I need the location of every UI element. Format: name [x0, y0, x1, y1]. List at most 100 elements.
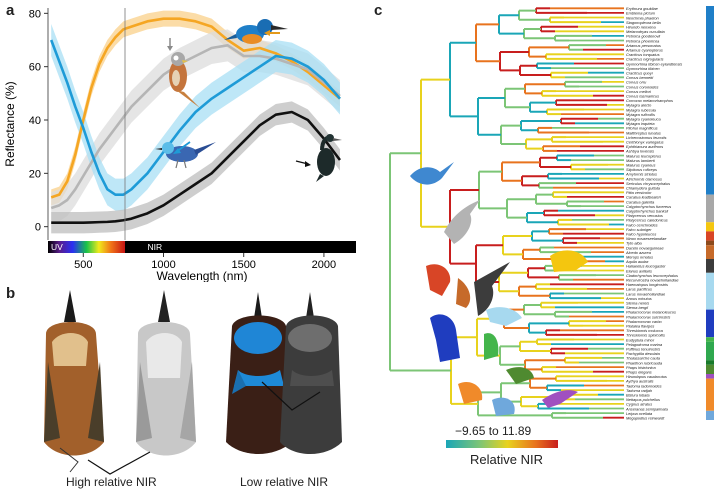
- species-label: Sterna nereis: [626, 301, 649, 306]
- species-label: Erythrura gouldiae: [626, 6, 659, 11]
- species-label: Anous minutus: [625, 296, 652, 301]
- species-label: Phalacrocorax sulcirostris: [626, 314, 670, 319]
- species-label: Chlamydera guttata: [626, 186, 661, 191]
- fairywren-line: [49, 39, 341, 196]
- y-tick-label: 60: [29, 62, 41, 74]
- colorbar: [446, 440, 558, 448]
- species-label: Dacelo novaeguineae: [626, 245, 664, 250]
- species-label: Gymnorhina tibicen eylandtensis: [626, 61, 682, 66]
- fairywren-nir-photo: [280, 292, 342, 454]
- species-label: Calyptorhynchus funereus: [626, 204, 671, 209]
- dove-silhouette: [506, 367, 534, 384]
- clade-bar: [706, 341, 714, 361]
- species-label: Malurus lamberti: [626, 158, 655, 163]
- megapode-silhouette: [492, 397, 515, 416]
- species-label: Artamus cyanopterus: [625, 48, 663, 53]
- clade-bar: [706, 222, 714, 232]
- species-label: Cladorhynchus leucocephalus: [626, 273, 678, 278]
- x-tick-label: 1000: [151, 259, 175, 271]
- species-label: Phalacrocorax carbo: [626, 319, 663, 324]
- species-label: Hirundo neoxena: [626, 25, 656, 30]
- clade-bar: [706, 360, 714, 365]
- kingfisher-photo-arrows: [87, 451, 151, 475]
- species-label: Nettapus pulchellus: [626, 397, 660, 402]
- species-label: Pitohui magnificus: [626, 126, 658, 131]
- kingfisher-visible-photo: [44, 290, 104, 473]
- species-label: Megapodius reinwardt: [626, 416, 665, 421]
- y-tick-label: 0: [35, 222, 41, 234]
- species-label: Aquila audax: [625, 259, 650, 264]
- kestrel-line: [50, 44, 341, 210]
- species-label: Myiagra cyanoleuca: [626, 117, 661, 122]
- species-label: Cracticus quoyi: [626, 71, 653, 76]
- clade-bar: [706, 231, 714, 241]
- species-label: Cracticus torquatus: [626, 52, 660, 57]
- species-label: Leipoa ocellata: [626, 411, 653, 416]
- clade-bar: [706, 245, 714, 259]
- low-nir-caption: Low relative NIR: [240, 475, 329, 489]
- x-tick-label: 1500: [231, 259, 255, 271]
- species-label: Thalassarche cauta: [626, 356, 661, 361]
- species-label: Amytornis striatus: [625, 172, 657, 177]
- species-label: Falco subniger: [626, 227, 652, 232]
- kingfisher-silhouette: [456, 278, 471, 308]
- fairywren-arrowhead: [173, 148, 181, 154]
- species-label: Lichenostomus leucotis: [626, 135, 666, 140]
- clade-bar: [706, 337, 714, 342]
- clade-bar: [706, 309, 714, 338]
- visible-spectrum-bar: [48, 241, 125, 253]
- species-label: Phalacrocorax melanoleucos: [626, 310, 676, 315]
- species-label: Stipiturus ruficeps: [626, 167, 657, 172]
- species-label: Ninox novaeseelandiae: [626, 236, 667, 241]
- species-label: Ephthianura aurifrons: [626, 144, 663, 149]
- panel-letter-b: b: [6, 285, 16, 302]
- species-label: Cracticus nigrogularis: [626, 57, 663, 62]
- clade-bar: [706, 374, 714, 379]
- species-label: Tadorna tadornoides: [626, 383, 662, 388]
- high-nir-caption: High relative NIR: [66, 475, 157, 489]
- species-label: Threskiornis molucca: [626, 328, 664, 333]
- species-label: Petroica phoenicea: [626, 38, 660, 43]
- clade-bar: [706, 410, 714, 420]
- species-label: Pelagodroma marina: [626, 342, 663, 347]
- species-label: Falco cenchroides: [626, 222, 658, 227]
- kestrel-arrowhead: [167, 46, 173, 51]
- kingfisher-nir-photo: [136, 290, 196, 456]
- species-label: Biziura lobata: [626, 393, 650, 398]
- species-label: Corvus bennetti: [626, 75, 653, 80]
- species-label: Haliaeetus leucogaster: [626, 264, 666, 269]
- species-label: Gymnorhina tibicen: [626, 66, 660, 71]
- fairywren-illustration: [155, 142, 216, 169]
- swift-silhouette: [542, 390, 578, 408]
- species-label: Cacatua galerita: [626, 199, 655, 204]
- colorbar-range-label: −9.65 to 11.89: [455, 424, 532, 438]
- species-label: Larus pacificus: [626, 287, 652, 292]
- clade-bar: [706, 6, 714, 195]
- species-label: Platalea flavipes: [626, 324, 654, 329]
- kingfisher-arrowhead: [264, 30, 270, 36]
- clade-bar: [706, 378, 714, 411]
- species-label: Cygnus atratus: [626, 402, 652, 407]
- species-label: Corvus coronoides: [626, 84, 658, 89]
- ibis-silhouette: [430, 314, 460, 362]
- cockatoo-silhouette: [444, 200, 480, 244]
- species-label: Corvus orru: [626, 80, 647, 85]
- species-label: Ashbya lovensis: [625, 149, 654, 154]
- species-label: Stagonopleura bella: [626, 20, 661, 25]
- species-label: Myiagra rubecula: [626, 107, 657, 112]
- species-label: Calyptorhynchus banksii: [626, 209, 668, 214]
- clade-bar: [706, 364, 714, 374]
- falcon-silhouette: [426, 264, 451, 296]
- species-label: Alcedo azurea: [625, 250, 652, 255]
- photo-panel: High relative NIR Low relative NIR: [0, 282, 360, 490]
- species-label: Malurus leucopterus: [626, 153, 661, 158]
- species-label: Pitta versicolor: [626, 190, 652, 195]
- species-label: Phaethon rubricauda: [626, 360, 663, 365]
- cormorant-line: [51, 110, 341, 224]
- species-label: Tyto alba: [626, 241, 643, 246]
- fairywren-visible-photo: [226, 292, 292, 454]
- x-tick-label: 500: [74, 259, 92, 271]
- clade-bar: [706, 194, 714, 223]
- species-label: Sericulus chrysocephalus: [626, 181, 670, 186]
- nir-band-label: NIR: [147, 242, 162, 252]
